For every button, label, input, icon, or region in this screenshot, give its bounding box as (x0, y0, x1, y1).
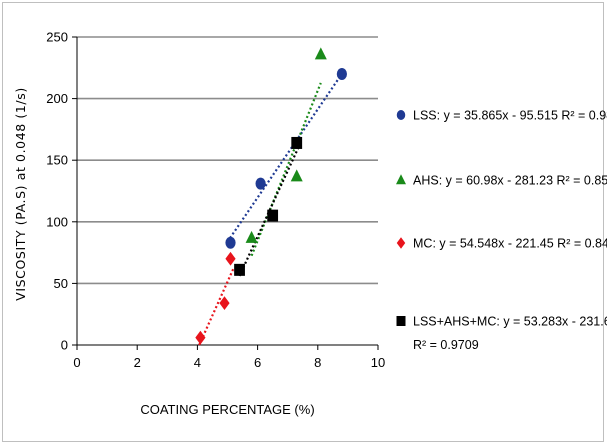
x-tick-label: 8 (314, 355, 321, 370)
legend-text-lss-ahs-mc: LSS+AHS+MC: y = 53.283x - 231.65 (413, 315, 607, 329)
legend-text-ahs: AHS: y = 60.98x - 281.23 R² = 0.8573 (413, 174, 607, 188)
x-tick-label: 4 (194, 355, 201, 370)
trendline-ahs (250, 82, 322, 257)
y-tick-label: 200 (46, 91, 68, 106)
legend-text-lss: LSS: y = 35.865x - 95.515 R² = 0.9899 (413, 109, 607, 123)
x-tick-label: 0 (73, 355, 80, 370)
y-tick-label: 50 (54, 276, 68, 291)
legend-text-lss-ahs-mc-r2: R² = 0.9709 (413, 338, 479, 352)
tick-labels: 0 50 100 150 200 250 0 2 4 6 8 10 (46, 30, 385, 371)
data-point-ahs (290, 169, 303, 182)
data-points (195, 47, 347, 345)
data-point-lss (255, 177, 266, 190)
data-point-lss-ahs-mc (234, 263, 245, 276)
x-tick-label: 10 (371, 355, 385, 370)
y-tick-label: 100 (46, 214, 68, 229)
legend-marker-ahs (396, 174, 406, 185)
gridlines (77, 36, 378, 285)
data-point-ahs (314, 47, 327, 60)
x-tick-label: 6 (254, 355, 261, 370)
axes (72, 36, 379, 350)
data-point-mc (225, 251, 236, 266)
data-point-lss (336, 67, 347, 80)
x-tick-label: 2 (134, 355, 141, 370)
trendline-lss-ahs-mc (238, 140, 303, 277)
legend-marker-lss-ahs-mc (396, 316, 406, 326)
y-tick-label: 250 (46, 30, 68, 45)
y-axis-label: VISCOSITY (PA.S) at 0.048 (1/s) (13, 87, 28, 301)
y-tick-label: 150 (46, 153, 68, 168)
legend: LSS: y = 35.865x - 95.515 R² = 0.9899 AHS… (396, 109, 607, 352)
legend-marker-mc (396, 237, 406, 249)
data-point-lss (225, 236, 236, 249)
trendlines (198, 73, 343, 346)
legend-text-mc: MC: y = 54.548x - 221.45 R² = 0.8456 (413, 237, 607, 251)
data-point-lss-ahs-mc (267, 209, 279, 222)
data-point-ahs (245, 230, 258, 243)
x-axis-label: COATING PERCENTAGE (%) (140, 402, 314, 417)
legend-marker-lss (396, 110, 406, 120)
data-point-mc (195, 330, 206, 345)
data-point-lss-ahs-mc (291, 136, 303, 149)
trendline-mc (198, 267, 235, 346)
y-tick-label: 0 (61, 338, 68, 353)
data-point-mc (219, 296, 230, 311)
